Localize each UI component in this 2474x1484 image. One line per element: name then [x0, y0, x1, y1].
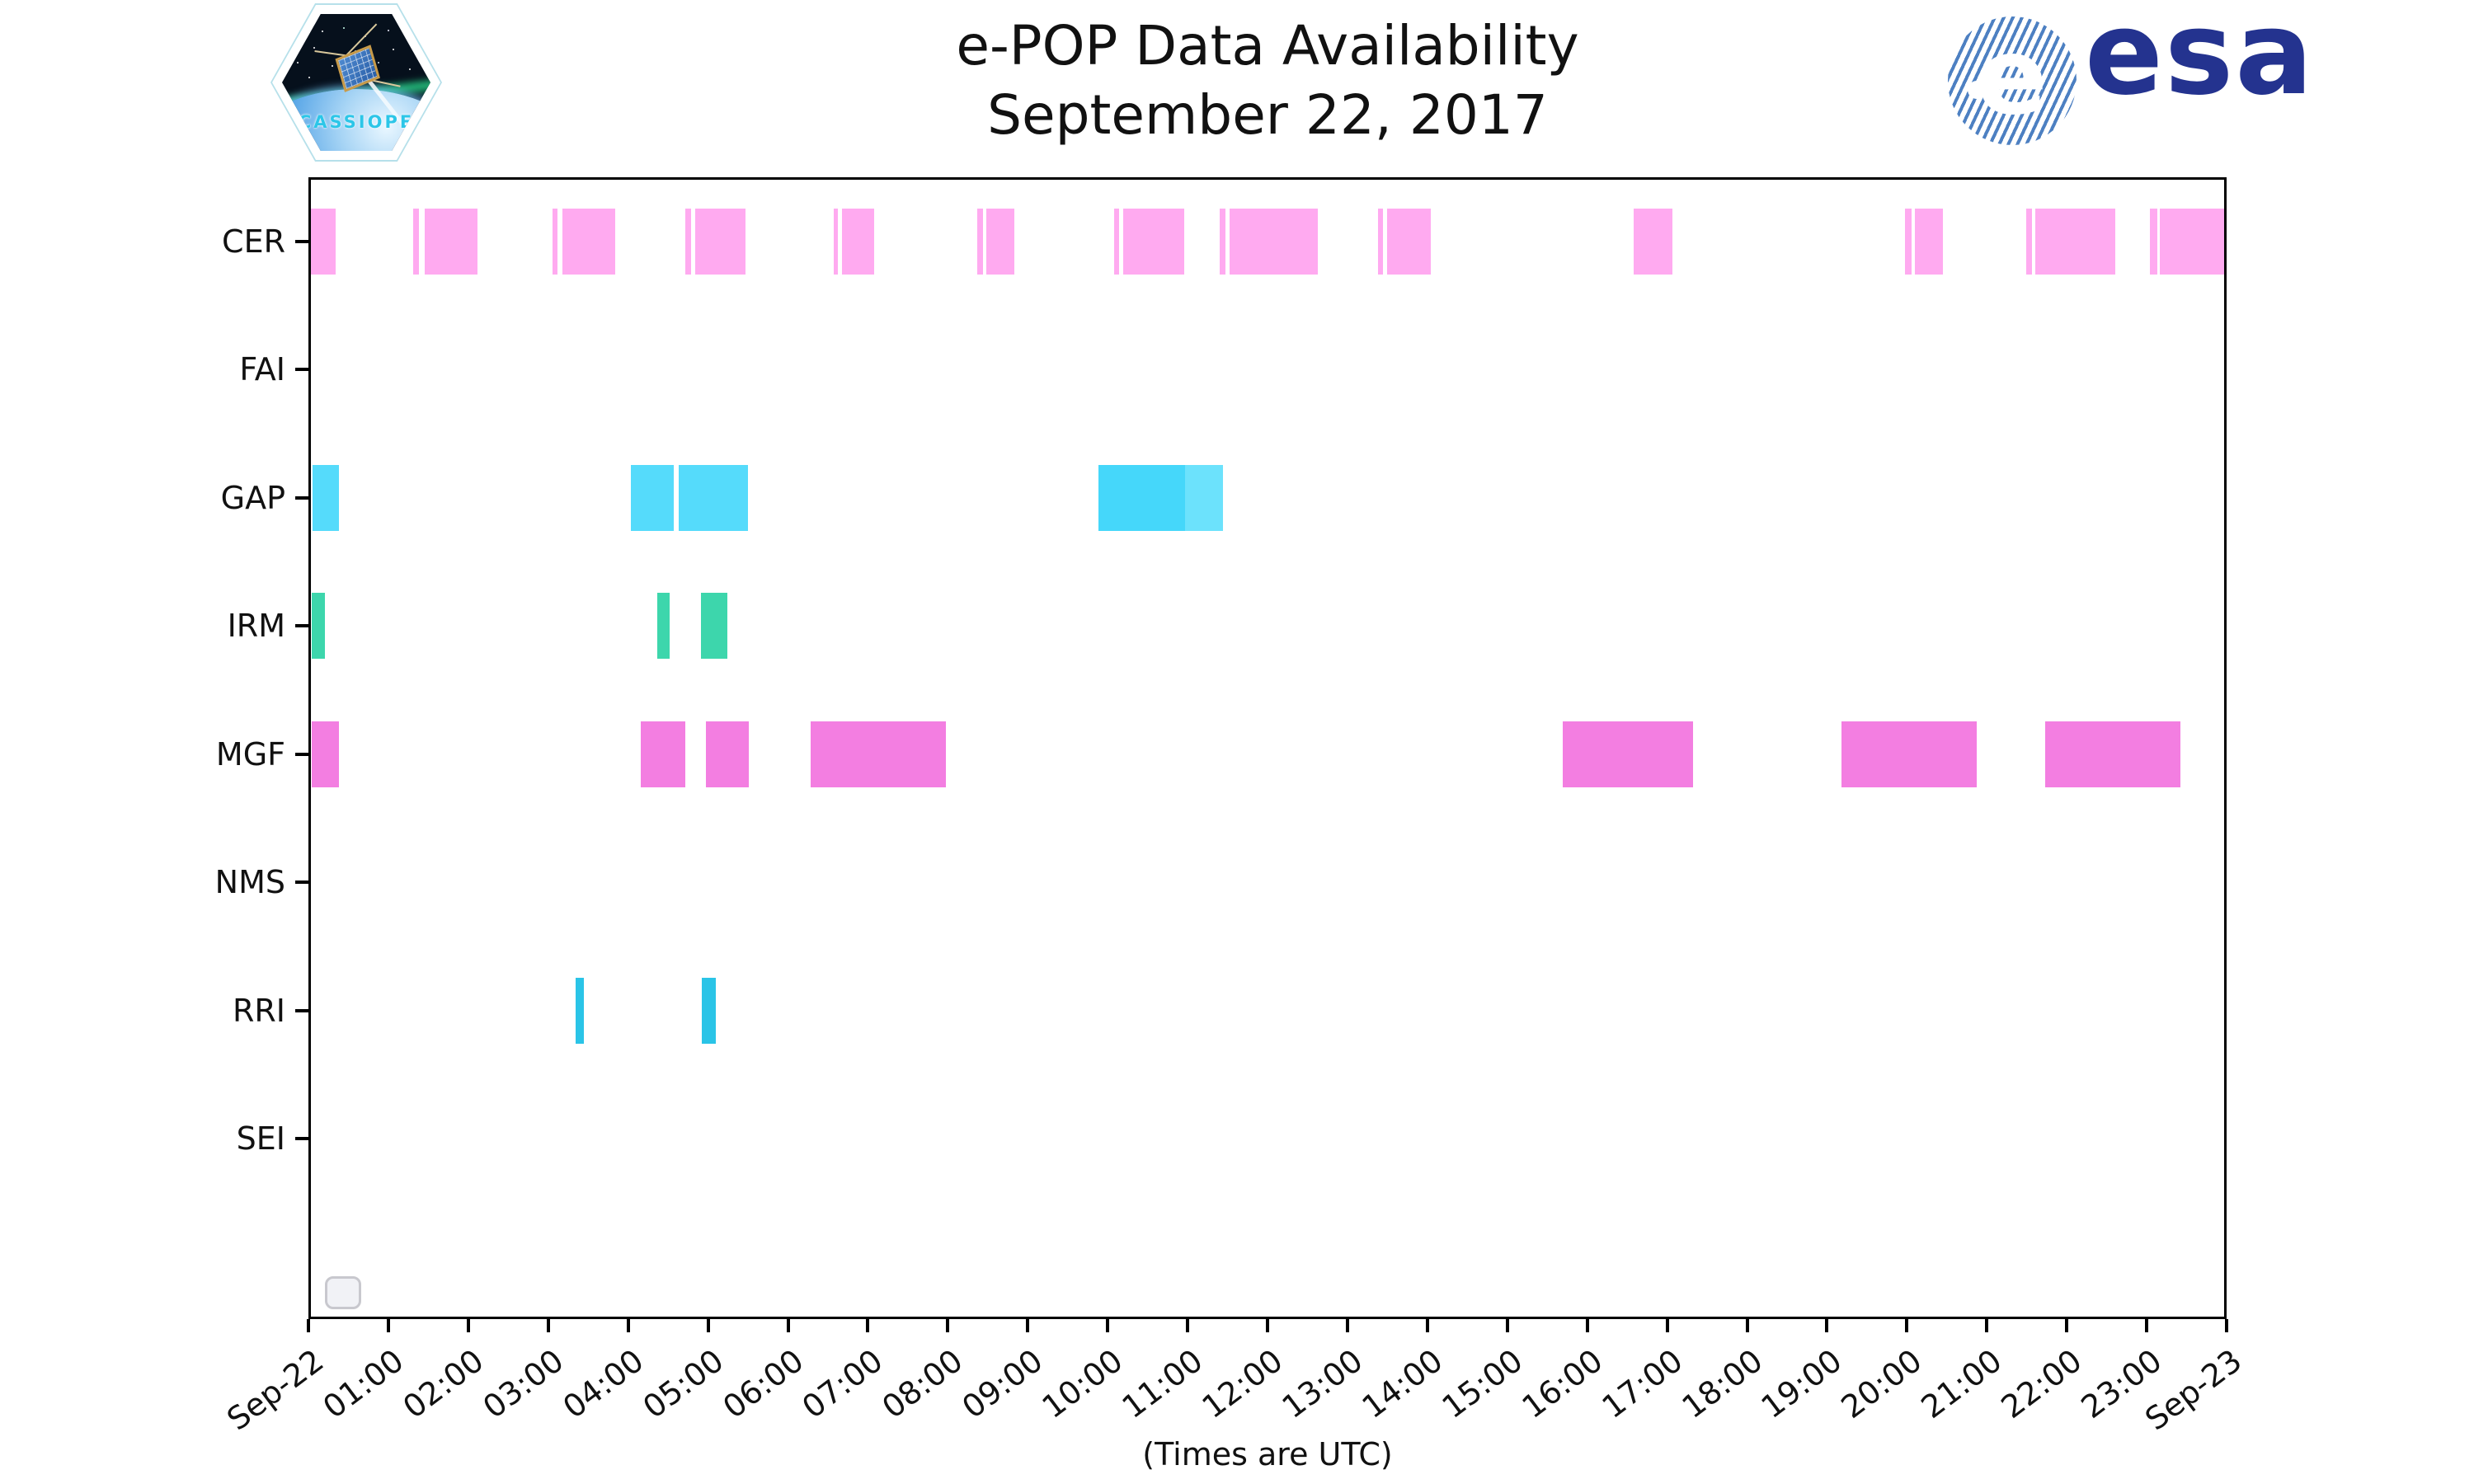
x-tick-13:00 [1345, 1319, 1349, 1332]
availability-bar-cer [985, 209, 1014, 275]
esa-logo-text: esa [2085, 0, 2315, 121]
x-tick-03:00 [546, 1319, 550, 1332]
availability-bar-cer [413, 209, 419, 275]
availability-bar-cer [1219, 209, 1225, 275]
availability-bar-cer [1377, 209, 1384, 275]
availability-bar-mgf [641, 721, 686, 787]
x-tick-10:00 [1106, 1319, 1110, 1332]
x-tick-18:00 [1745, 1319, 1749, 1332]
y-tick-gap [295, 495, 308, 500]
y-tick-label-sei: SEI [236, 1120, 285, 1157]
availability-bar-cer [1915, 209, 1943, 275]
x-tick-22:00 [2065, 1319, 2069, 1332]
chart-title: e-POP Data Availability September 22, 20… [308, 12, 2227, 150]
x-tick-11:00 [1186, 1319, 1190, 1332]
availability-bar-cer [562, 209, 616, 275]
availability-bar-gap [1098, 464, 1186, 531]
cassiope-mission-patch: CASSIOPE [270, 3, 442, 162]
x-tick-07:00 [866, 1319, 870, 1332]
x-tick-17:00 [1665, 1319, 1669, 1332]
x-tick-14:00 [1425, 1319, 1429, 1332]
availability-bar-mgf [810, 721, 947, 787]
x-tick-08:00 [946, 1319, 950, 1332]
esa-globe-letter: e [1976, 16, 2048, 139]
availability-bar-cer [1633, 209, 1673, 275]
y-tick-rri [295, 1008, 308, 1012]
y-tick-label-mgf: MGF [215, 735, 285, 773]
availability-bar-mgf [1841, 721, 1977, 787]
y-tick-mgf [295, 752, 308, 756]
availability-bar-cer [1122, 209, 1185, 275]
availability-bar-rri [575, 977, 585, 1044]
availability-bar-cer [308, 209, 336, 275]
x-tick-19:00 [1825, 1319, 1829, 1332]
availability-bar-gap [312, 464, 339, 531]
title-line2: September 22, 2017 [987, 83, 1548, 147]
y-tick-label-cer: CER [222, 223, 285, 260]
availability-bar-cer [2035, 209, 2116, 275]
x-tick-05:00 [706, 1319, 710, 1332]
x-tick-12:00 [1266, 1319, 1269, 1332]
y-tick-label-nms: NMS [214, 864, 285, 901]
x-tick-06:00 [786, 1319, 790, 1332]
availability-bar-cer [2150, 209, 2157, 275]
y-tick-label-gap: GAP [220, 479, 285, 516]
esa-globe-icon: e [1948, 16, 2077, 145]
availability-bar-gap [630, 464, 674, 531]
x-tick-23:00 [2145, 1319, 2149, 1332]
x-tick-04:00 [626, 1319, 630, 1332]
availability-bar-irm [656, 593, 670, 660]
x-tick-09:00 [1026, 1319, 1030, 1332]
availability-bar-cer [424, 209, 477, 275]
availability-bar-irm [311, 593, 326, 660]
availability-bar-cer [842, 209, 875, 275]
availability-bar-cer [684, 209, 692, 275]
x-axis-note: (Times are UTC) [1142, 1436, 1393, 1472]
availability-bar-cer [1113, 209, 1119, 275]
title-line1: e-POP Data Availability [956, 14, 1579, 77]
x-tick-02:00 [466, 1319, 470, 1332]
y-tick-label-rri: RRI [232, 992, 285, 1029]
availability-bar-cer [2159, 209, 2225, 275]
y-tick-sei [295, 1137, 308, 1140]
availability-bar-rri [701, 977, 717, 1044]
y-tick-fai [295, 368, 308, 372]
y-tick-label-fai: FAI [239, 351, 285, 388]
x-tick-15:00 [1505, 1319, 1509, 1332]
availability-bar-mgf [2045, 721, 2180, 787]
availability-bar-cer [552, 209, 558, 275]
x-tick-Sep-22 [307, 1319, 310, 1332]
cassiope-patch-label: CASSIOPE [298, 111, 415, 132]
availability-bar-mgf [311, 721, 339, 787]
availability-bar-cer [833, 209, 839, 275]
availability-bar-cer [977, 209, 983, 275]
x-tick-21:00 [1985, 1319, 1989, 1332]
esa-logo: e esa [1948, 0, 2313, 155]
availability-bar-gap [1185, 464, 1223, 531]
x-tick-Sep-23 [2225, 1319, 2228, 1332]
empty-legend-box [325, 1276, 361, 1309]
availability-bar-cer [1230, 209, 1318, 275]
availability-bar-cer [1387, 209, 1431, 275]
availability-bar-cer [1905, 209, 1912, 275]
availability-bar-mgf [1562, 721, 1693, 787]
y-tick-cer [295, 240, 308, 243]
x-tick-16:00 [1585, 1319, 1589, 1332]
x-tick-20:00 [1905, 1319, 1909, 1332]
availability-bar-cer [695, 209, 746, 275]
availability-bar-irm [700, 593, 727, 660]
y-tick-irm [295, 624, 308, 628]
availability-bar-mgf [705, 721, 749, 787]
availability-bar-gap [678, 464, 748, 531]
y-tick-nms [295, 881, 308, 885]
availability-bar-cer [2025, 209, 2033, 275]
x-tick-01:00 [386, 1319, 390, 1332]
y-tick-label-irm: IRM [227, 608, 285, 645]
